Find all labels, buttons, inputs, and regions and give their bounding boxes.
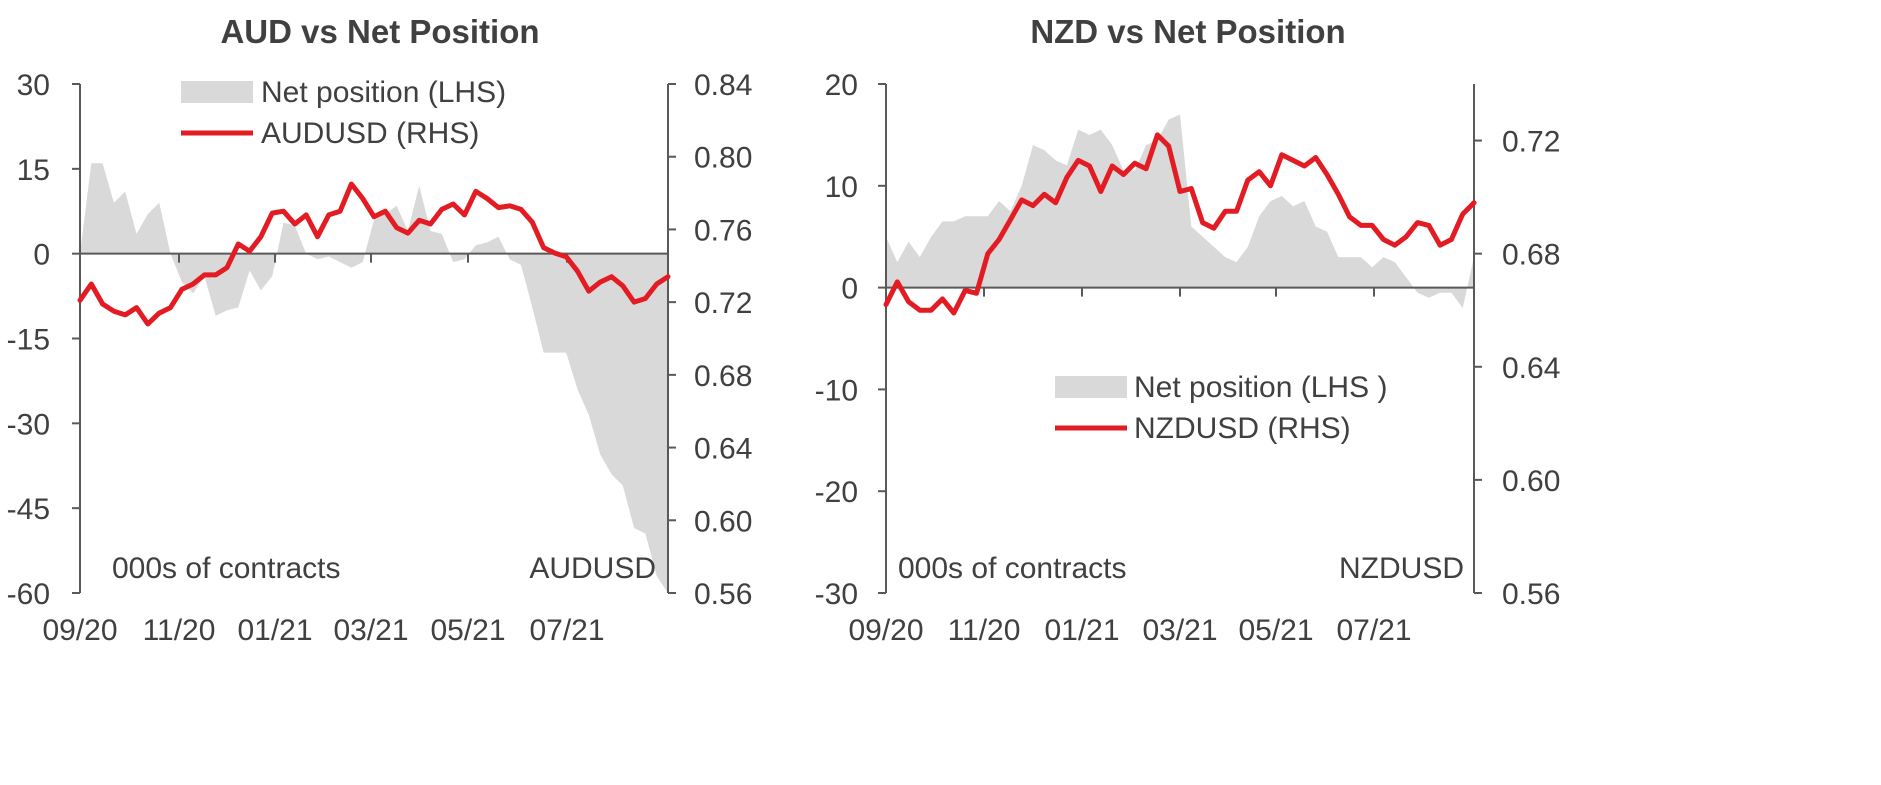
nzd-left-tick-label: -10: [815, 374, 858, 407]
aud-right-tick-label: 0.56: [694, 578, 752, 611]
nzd-net-position-area: [886, 114, 1474, 308]
aud-left-tick-label: 30: [17, 69, 50, 102]
aud-right-tick-label: 0.68: [694, 360, 752, 393]
nzd-x-tick-label: 09/20: [848, 614, 923, 647]
nzd-net-position-area-layer: [886, 114, 1474, 308]
nzd-left-tick-label: 20: [825, 69, 858, 102]
aud-chart-panel: AUD vs Net Position 30 15 0 -15 -30 -45 -60 0.8…: [7, 13, 753, 647]
nzd-right-tick-label: 0.68: [1502, 239, 1560, 272]
aud-right-tick-label: 0.60: [694, 505, 752, 538]
aud-x-tick-label: 05/21: [430, 614, 505, 647]
nzd-left-axis-unit: 000s of contracts: [898, 552, 1126, 585]
nzd-legend-area-swatch: [1055, 376, 1127, 398]
aud-legend-area-swatch: [181, 81, 253, 103]
aud-left-tick-label: 0: [33, 239, 50, 272]
aud-net-position-area: [80, 163, 668, 593]
aud-left-tick-label: -45: [7, 493, 50, 526]
aud-left-tick-label: -60: [7, 578, 50, 611]
nzd-x-tick-label: 03/21: [1142, 614, 1217, 647]
aud-right-tick-label: 0.76: [694, 214, 752, 247]
nzd-legend-label-net-position: Net position (LHS ): [1134, 371, 1387, 404]
aud-left-tick-label: 15: [17, 154, 50, 187]
aud-chart-title: AUD vs Net Position: [220, 13, 539, 50]
aud-right-tick-label: 0.84: [694, 69, 752, 102]
nzd-left-tick-label: -30: [815, 578, 858, 611]
aud-x-tick-label: 09/20: [42, 614, 117, 647]
nzd-fx-rate-line: [883, 132, 1477, 316]
aud-legend-label-audusd: AUDUSD (RHS): [261, 117, 479, 150]
aud-left-tick-label: -30: [7, 408, 50, 441]
aud-left-tick-label: -15: [7, 324, 50, 357]
nzd-x-tick-label: 11/20: [948, 614, 1021, 647]
nzd-left-tick-label: 10: [825, 171, 858, 204]
aud-x-tick-label: 07/21: [529, 614, 604, 647]
aud-right-tick-label: 0.64: [694, 433, 752, 466]
aud-tick-labels: 30 15 0 -15 -30 -45 -60 0.84 0.80 0.76 0.72 0.68 0.6…: [7, 69, 753, 647]
aud-x-tick-label: 11/20: [143, 614, 216, 647]
aud-audusd-line-layer: [77, 181, 671, 327]
nzd-right-tick-label: 0.72: [1502, 126, 1560, 159]
nzd-right-axis-unit: NZDUSD: [1339, 552, 1464, 585]
nzd-legend: Net position (LHS ) NZDUSD (RHS): [1055, 371, 1387, 445]
nzd-tick-labels: 20 10 0 -10 -20 -30 0.72 0.68 0.64 0.60 0.56 09/20 1…: [815, 69, 1561, 647]
nzd-nzdusd-line-layer: [883, 132, 1477, 316]
aud-x-tick-label: 01/21: [237, 614, 312, 647]
nzd-right-tick-label: 0.56: [1502, 578, 1560, 611]
aud-right-axis-unit: AUDUSD: [529, 552, 656, 585]
nzd-right-tick-label: 0.64: [1502, 352, 1560, 385]
aud-fx-rate-line: [77, 181, 671, 327]
nzd-chart-panel: NZD vs Net Position 20 10 0 -10 -20 -30 0.72 0.…: [815, 13, 1561, 647]
nzd-x-tick-label: 01/21: [1044, 614, 1119, 647]
nzd-right-tick-label: 0.60: [1502, 465, 1560, 498]
aud-right-tick-label: 0.80: [694, 142, 752, 175]
nzd-axes: [878, 83, 1482, 594]
aud-legend: Net position (LHS) AUDUSD (RHS): [181, 76, 506, 150]
aud-axes: [72, 83, 676, 594]
aud-x-tick-label: 03/21: [333, 614, 408, 647]
nzd-left-tick-label: -20: [815, 476, 858, 509]
aud-right-tick-label: 0.72: [694, 287, 752, 320]
nzd-x-tick-label: 05/21: [1238, 614, 1313, 647]
aud-legend-label-net-position: Net position (LHS): [261, 76, 506, 109]
nzd-chart-title: NZD vs Net Position: [1030, 13, 1345, 50]
aud-net-position-area-layer: [80, 163, 668, 593]
nzd-x-tick-label: 07/21: [1336, 614, 1411, 647]
nzd-legend-label-nzdusd: NZDUSD (RHS): [1134, 412, 1351, 445]
nzd-left-tick-label: 0: [841, 273, 858, 306]
aud-left-axis-unit: 000s of contracts: [112, 552, 340, 585]
